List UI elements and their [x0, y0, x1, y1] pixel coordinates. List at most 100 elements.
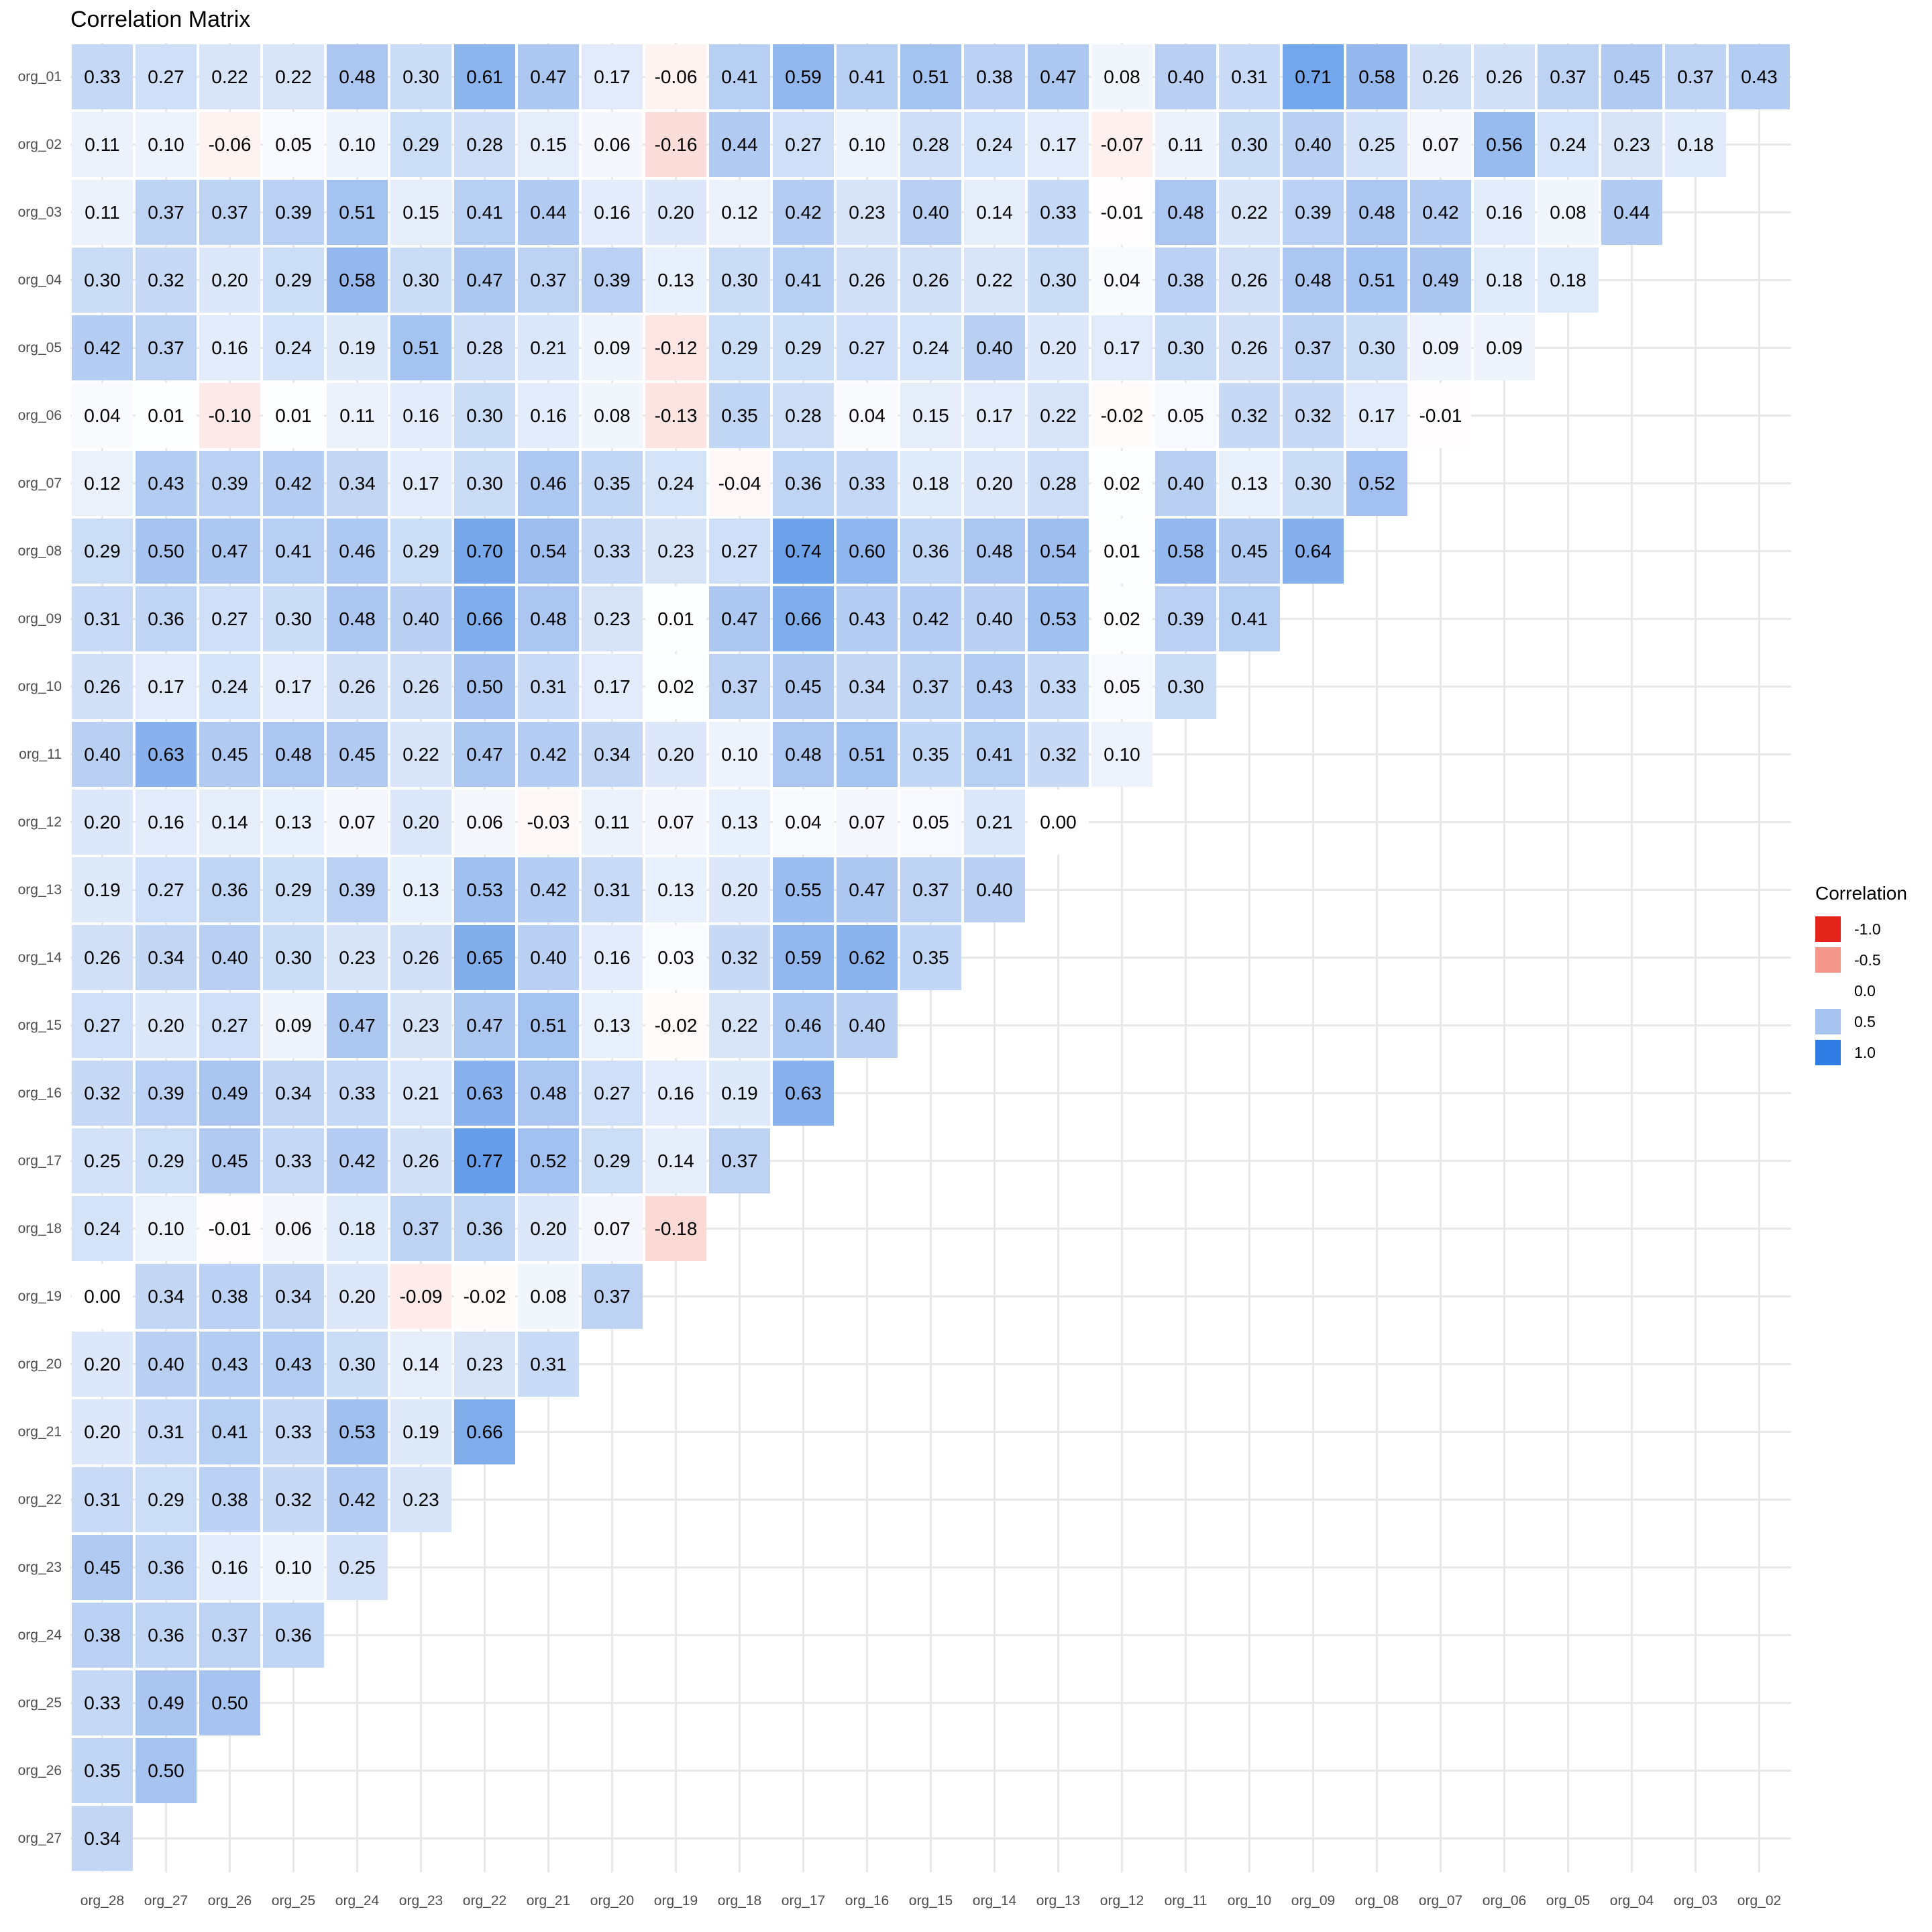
heatmap-cell: 0.37	[136, 180, 197, 245]
heatmap-cell: 0.32	[136, 248, 197, 313]
heatmap-cell: -0.01	[199, 1196, 260, 1261]
heatmap-cell: 0.30	[263, 925, 324, 990]
cell-value: 0.14	[211, 811, 248, 833]
y-axis-label: org_22	[17, 1491, 62, 1507]
cell-value: 0.63	[148, 743, 184, 765]
heatmap-cell: -0.10	[199, 383, 260, 448]
cell-value: 0.46	[530, 472, 567, 494]
cell-value: 0.30	[1167, 676, 1204, 697]
cell-value: 0.16	[211, 337, 248, 358]
cell-value: 0.36	[785, 472, 822, 494]
cell-value: 0.39	[339, 879, 376, 900]
heatmap-cell: 0.27	[136, 44, 197, 109]
cell-value: 0.30	[1295, 472, 1332, 494]
cell-value: 0.26	[1231, 337, 1268, 358]
heatmap-cell: 0.16	[518, 383, 579, 448]
cell-value: 0.27	[148, 879, 184, 900]
cell-value: 0.17	[976, 405, 1013, 426]
cell-value: 0.18	[339, 1218, 376, 1239]
cell-value: 0.24	[275, 337, 312, 358]
heatmap-cell: 0.34	[327, 451, 388, 516]
cell-value: 0.51	[339, 201, 376, 223]
legend-item: 0.5	[1815, 1009, 1907, 1034]
heatmap-cell: 0.41	[964, 722, 1025, 787]
heatmap-cell: 0.58	[327, 248, 388, 313]
heatmap-cell: 0.39	[327, 857, 388, 922]
heatmap-cell: 0.30	[1219, 112, 1280, 177]
heatmap-cell: 0.05	[900, 790, 961, 855]
cell-value: 0.14	[402, 1353, 439, 1375]
heatmap-cell: 0.23	[582, 586, 643, 651]
heatmap-cell: 0.47	[327, 993, 388, 1058]
legend-title: Correlation	[1815, 883, 1907, 904]
cell-value: 0.37	[912, 879, 949, 900]
cell-value: 0.06	[275, 1218, 312, 1239]
heatmap-cell: 0.31	[136, 1399, 197, 1464]
cell-value: 0.41	[211, 1421, 248, 1442]
cell-value: 0.37	[148, 201, 184, 223]
heatmap-cell: 0.37	[1665, 44, 1726, 109]
heatmap-cell: 0.31	[518, 1332, 579, 1397]
y-axis-label: org_20	[17, 1356, 62, 1372]
cell-value: 0.49	[1422, 269, 1459, 290]
cell-value: 0.44	[721, 133, 758, 155]
heatmap-cell: 0.30	[72, 248, 133, 313]
cell-value: 0.00	[84, 1285, 121, 1307]
cell-value: 0.42	[530, 879, 567, 900]
cell-value: 0.47	[466, 1014, 503, 1036]
heatmap-cell: 0.48	[964, 519, 1025, 584]
heatmap-cell: 0.50	[136, 519, 197, 584]
cell-value: 0.40	[849, 1014, 885, 1036]
heatmap-cell: 0.37	[900, 857, 961, 922]
heatmap-cell: 0.41	[837, 44, 898, 109]
cell-value: 0.40	[402, 608, 439, 629]
cell-value: 0.29	[84, 540, 121, 561]
heatmap-cell: 0.74	[773, 519, 834, 584]
heatmap-cell: 0.11	[1155, 112, 1216, 177]
heatmap-cell: -0.12	[645, 315, 706, 380]
heatmap-cell: 0.21	[964, 790, 1025, 855]
cell-value: 0.47	[721, 608, 758, 629]
heatmap-cell: 0.37	[1283, 315, 1344, 380]
cell-value: 0.03	[657, 947, 694, 968]
heatmap-cell: 0.51	[1346, 248, 1407, 313]
legend-swatch	[1815, 1040, 1841, 1065]
cell-value: 0.38	[976, 66, 1013, 87]
heatmap-cell: 0.35	[900, 925, 961, 990]
heatmap-cell: 0.11	[72, 180, 133, 245]
cell-value: 0.28	[1040, 472, 1077, 494]
cell-value: 0.36	[912, 540, 949, 561]
cell-value: 0.48	[1167, 201, 1204, 223]
x-axis-label: org_12	[1099, 1893, 1144, 1909]
heatmap-cell: 0.11	[582, 790, 643, 855]
cell-value: 0.32	[1040, 743, 1077, 765]
y-axis-label: org_25	[17, 1695, 62, 1711]
cell-value: 0.28	[785, 405, 822, 426]
y-axis-label: org_03	[17, 204, 62, 220]
heatmap-cell: 0.22	[1219, 180, 1280, 245]
cell-value: 0.10	[721, 743, 758, 765]
heatmap-cell: 0.07	[837, 790, 898, 855]
cell-value: 0.48	[976, 540, 1013, 561]
heatmap-cell: 0.20	[390, 790, 451, 855]
cell-value: 0.34	[148, 1285, 184, 1307]
heatmap-cell: 0.20	[327, 1264, 388, 1329]
heatmap-cell: 0.27	[709, 519, 770, 584]
cell-value: 0.45	[339, 743, 376, 765]
cell-value: 0.05	[275, 133, 312, 155]
heatmap-cell: 0.28	[454, 112, 515, 177]
cell-value: 0.37	[721, 1150, 758, 1171]
heatmap-cell: 0.26	[900, 248, 961, 313]
cell-value: 0.40	[976, 337, 1013, 358]
heatmap-cell: 0.36	[454, 1196, 515, 1261]
cell-value: 0.09	[275, 1014, 312, 1036]
heatmap-cell: 0.43	[837, 586, 898, 651]
heatmap-cell: 0.38	[1155, 248, 1216, 313]
cell-value: 0.29	[148, 1150, 184, 1171]
heatmap-cell: 0.32	[263, 1467, 324, 1532]
heatmap-cell: 0.30	[454, 451, 515, 516]
heatmap-cell: 0.27	[837, 315, 898, 380]
heatmap-cell: 0.30	[1283, 451, 1344, 516]
cell-value: 0.45	[211, 743, 248, 765]
heatmap-cell: 0.37	[1538, 44, 1599, 109]
